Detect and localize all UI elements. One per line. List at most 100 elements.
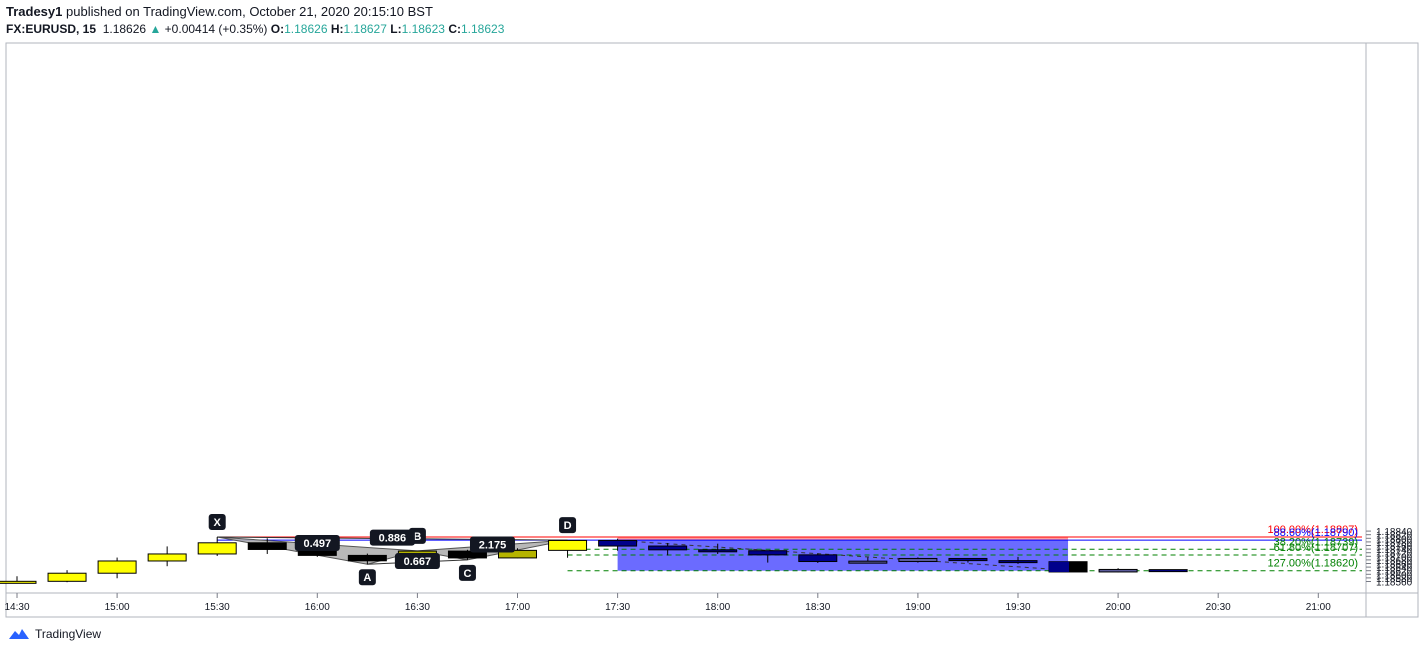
candle-body xyxy=(247,542,287,550)
price-tick-label: 1.18640 xyxy=(1376,563,1413,574)
time-tick-label: 16:30 xyxy=(405,602,430,613)
close-label: C: xyxy=(448,22,461,36)
harmonic-point-x: X xyxy=(214,517,222,529)
candle-body xyxy=(1098,568,1138,573)
close-value: 1.18623 xyxy=(460,22,505,36)
dashed-trend-line xyxy=(617,539,1069,571)
candle-body xyxy=(898,557,938,563)
time-tick-label: 16:00 xyxy=(305,602,330,613)
candle-body xyxy=(347,554,387,562)
price-tick-label: 1.18620 xyxy=(1376,567,1413,578)
tradingview-logo-icon[interactable] xyxy=(8,627,30,641)
candle-body-split xyxy=(1049,561,1070,572)
candle-body xyxy=(197,542,237,555)
candle-body xyxy=(47,572,87,582)
price-tick-label: 1.18680 xyxy=(1376,556,1413,567)
published-text: published on TradingView.com, October 21… xyxy=(66,4,433,19)
low-value: 1.18623 xyxy=(401,22,445,36)
candle-body xyxy=(948,557,988,562)
candle-body xyxy=(548,539,588,551)
fib-level-label: 38.20%(1.18739) xyxy=(1274,536,1358,548)
time-tick-label: 18:00 xyxy=(705,602,730,613)
harmonic-ratio: 0.886 xyxy=(379,533,407,545)
time-tick-label: 17:30 xyxy=(605,602,630,613)
harmonic-point-d-bg xyxy=(559,517,577,534)
price-tick-label: 1.18740 xyxy=(1376,545,1413,556)
fib-level-label: 88.60%(1.18790) xyxy=(1274,527,1358,539)
candle-body xyxy=(798,554,838,563)
candle-body xyxy=(648,545,688,551)
open-value: 1.18626 xyxy=(284,22,328,36)
harmonic-ratio-bg xyxy=(394,553,440,570)
harmonic-point-c-bg xyxy=(458,564,476,581)
high-value: 1.18627 xyxy=(343,22,387,36)
price-tick-label: 1.18700 xyxy=(1376,552,1413,563)
price-tick-label: 1.18560 xyxy=(1376,578,1413,589)
time-axis[interactable]: 14:30 15:00 15:30 16:00 16:30 17:00 17:30 18:00… xyxy=(4,593,1331,613)
last-price: 1.18626 xyxy=(102,22,147,36)
time-tick-label: 20:00 xyxy=(1106,602,1131,613)
harmonic-ratio: 0.497 xyxy=(304,538,332,550)
harmonic-labels: X A B C D 0.886 0.497 0.667 2.175 xyxy=(208,514,577,586)
time-tick-label: 20:30 xyxy=(1206,602,1231,613)
candle-body xyxy=(447,550,487,559)
price-tick-label: 1.18760 xyxy=(1376,542,1413,553)
candle-body xyxy=(748,550,788,556)
brand-name[interactable]: TradingView xyxy=(35,627,102,641)
price-tick-label: 1.18580 xyxy=(1376,574,1413,585)
harmonic-point-x-bg xyxy=(208,514,226,531)
harmonic-point-a-bg xyxy=(358,569,376,586)
fib-level-label: 61.80%(1.18707) xyxy=(1274,542,1358,554)
time-tick-label: 15:30 xyxy=(205,602,230,613)
harmonic-ratio: 2.175 xyxy=(479,540,507,552)
candle-body xyxy=(498,549,537,559)
candle-body xyxy=(97,560,137,574)
harmonic-point-d: D xyxy=(564,520,572,532)
harmonic-point-b: B xyxy=(413,531,421,543)
candle-body xyxy=(147,553,187,562)
price-axis[interactable]: 1.185601.185801.186001.186201.186401.186… xyxy=(1366,527,1413,589)
high-label: H: xyxy=(330,22,344,36)
price-tick-label: 1.18820 xyxy=(1376,531,1413,542)
publish-info: Tradesy1 published on TradingView.com, O… xyxy=(6,4,433,19)
time-tick-label: 19:30 xyxy=(1005,602,1030,613)
candle-body xyxy=(0,580,37,584)
time-tick-label: 17:00 xyxy=(505,602,530,613)
fib-level-label: 100.00%(1.18807) xyxy=(1267,524,1358,536)
symbol-info-bar: FX:EURUSD, 15 1.18626 ▲ +0.00414 (+0.35%… xyxy=(6,22,504,36)
symbol-name[interactable]: FX:EURUSD, 15 xyxy=(6,22,97,36)
candle-body xyxy=(598,539,638,547)
harmonic-point-c: C xyxy=(463,568,471,580)
price-tick-label: 1.18600 xyxy=(1376,570,1413,581)
stop-loss-zone xyxy=(617,537,1069,541)
change-up-icon: ▲ xyxy=(149,22,162,36)
harmonic-ratio: 0.667 xyxy=(404,556,432,568)
price-tick-label: 1.18800 xyxy=(1376,534,1413,545)
trend-line xyxy=(617,539,1069,571)
price-tick-label: 1.18720 xyxy=(1376,549,1413,560)
price-tick-label: 1.18780 xyxy=(1376,538,1413,549)
time-tick-label: 21:00 xyxy=(1306,602,1331,613)
candle-body xyxy=(998,560,1038,564)
candles xyxy=(0,537,1188,584)
plot-frame xyxy=(5,42,1419,618)
low-label: L: xyxy=(390,22,402,36)
time-tick-label: 18:30 xyxy=(805,602,830,613)
harmonic-ratio-bg xyxy=(294,534,340,551)
harmonic-point-a: A xyxy=(363,572,371,584)
time-tick-label: 19:00 xyxy=(905,602,930,613)
footer: TradingView xyxy=(8,627,101,641)
fib-level-label: 127.00%(1.18620) xyxy=(1267,558,1358,570)
open-label: O: xyxy=(270,22,285,36)
time-tick-label: 14:30 xyxy=(4,602,29,613)
price-tick-label: 1.18660 xyxy=(1376,560,1413,571)
price-tick-label: 1.18840 xyxy=(1376,527,1413,538)
candle-body xyxy=(698,549,738,553)
candle-body xyxy=(848,560,888,564)
harmonic-ratio-bg xyxy=(469,536,515,553)
harmonic-ratio-bg xyxy=(369,529,415,546)
position-zones xyxy=(617,537,1069,571)
publisher-name[interactable]: Tradesy1 xyxy=(6,4,63,19)
price-change: +0.00414 (+0.35%) xyxy=(164,22,268,36)
